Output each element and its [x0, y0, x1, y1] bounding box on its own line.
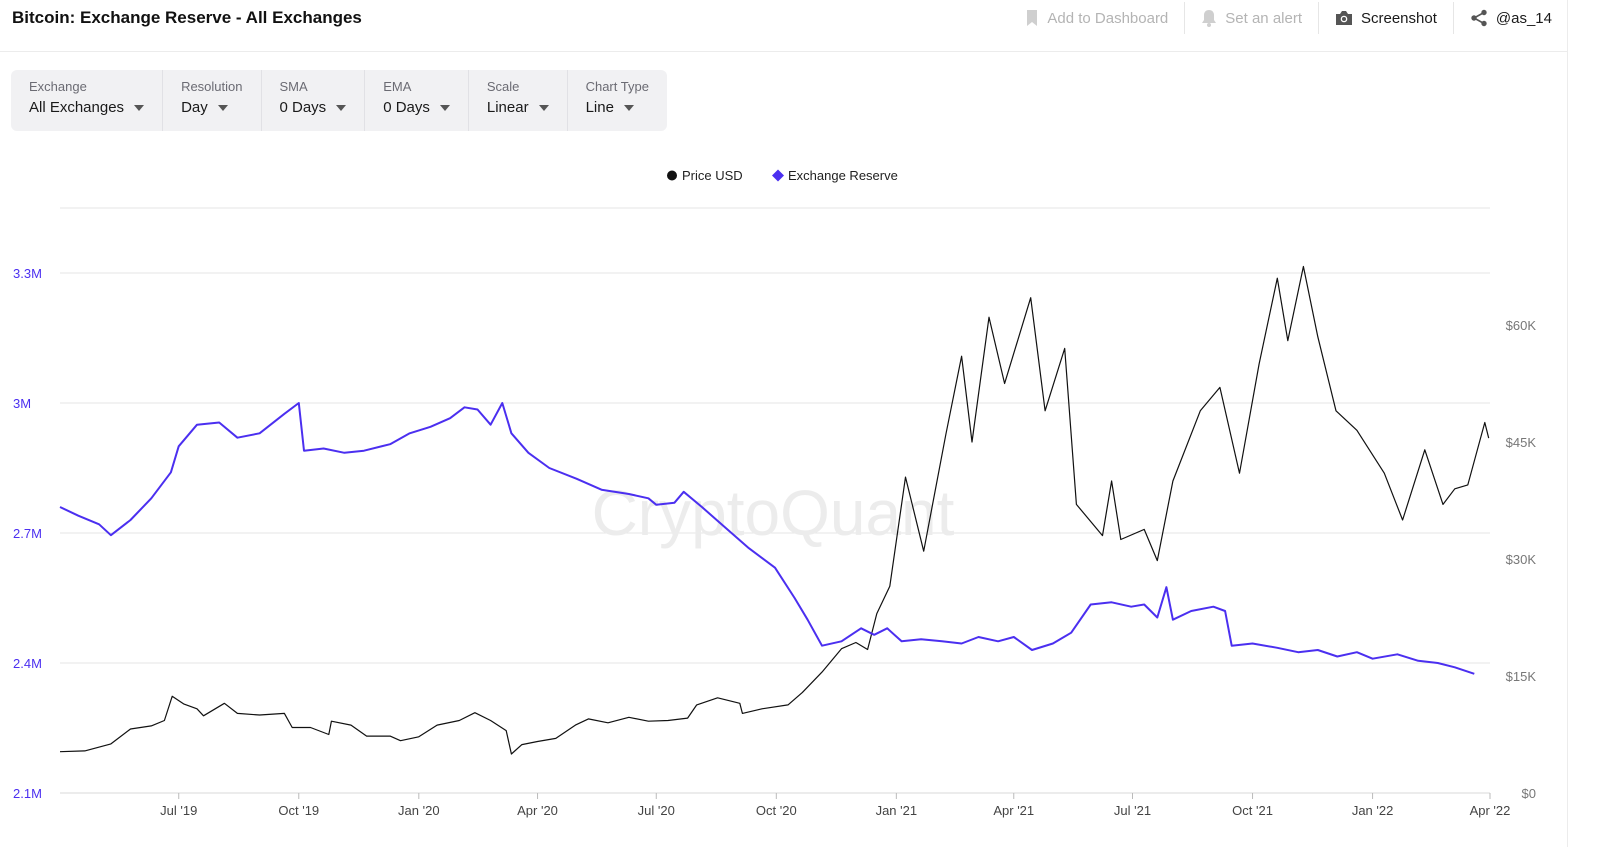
right-axis-tick-label: $60K	[1506, 318, 1537, 333]
x-axis-tick-label: Jan '22	[1352, 803, 1394, 818]
sma-label: SMA	[279, 79, 308, 94]
legend-item-reserve[interactable]: Exchange Reserve	[772, 168, 898, 183]
caret-down-icon	[336, 104, 347, 111]
legend-price-label: Price USD	[682, 168, 743, 183]
ema-label: EMA	[383, 79, 412, 94]
screenshot-button[interactable]: Screenshot	[1318, 2, 1453, 34]
set-alert-label: Set an alert	[1225, 9, 1302, 27]
screenshot-label: Screenshot	[1361, 9, 1437, 27]
user-handle: @as_14	[1495, 9, 1552, 27]
scale-select[interactable]: Scale Linear	[469, 70, 568, 131]
x-axis-tick-label: Apr '20	[517, 803, 558, 818]
chart-legend: Price USD Exchange Reserve	[667, 168, 898, 183]
x-axis-tick-label: Apr '21	[993, 803, 1034, 818]
x-axis: Jul '19 Oct '19 Jan '20 Apr '20 Jul '20 Oct '…	[60, 792, 1511, 818]
exchange-reserve-chart: CryptoQuant Price USD Exchange Reserve 2…	[13, 168, 1537, 818]
resolution-value: Day	[181, 99, 208, 116]
legend-reserve-marker	[772, 169, 784, 182]
watermark: CryptoQuant	[592, 477, 955, 549]
chart-type-select[interactable]: Chart Type Line	[568, 70, 667, 131]
header-actions: Add to Dashboard Set an alert Screenshot…	[1009, 0, 1568, 36]
left-axis-tick-label: 2.4M	[13, 656, 42, 671]
bell-icon	[1201, 9, 1217, 27]
add-to-dashboard-label: Add to Dashboard	[1047, 9, 1169, 27]
share-icon	[1470, 9, 1488, 27]
left-axis-tick-label: 3M	[13, 396, 31, 411]
x-axis-tick-label: Jul '21	[1114, 803, 1151, 818]
chart-type-label: Chart Type	[585, 79, 649, 94]
resolution-select[interactable]: Resolution Day	[163, 70, 262, 131]
right-axis-tick-label: $15K	[1506, 669, 1537, 684]
caret-down-icon	[134, 104, 145, 111]
left-axis-tick-label: 2.1M	[13, 786, 42, 801]
page-title: Bitcoin: Exchange Reserve - All Exchange…	[12, 8, 362, 27]
add-to-dashboard-button[interactable]: Add to Dashboard	[1009, 2, 1184, 34]
x-axis-tick-label: Oct '20	[756, 803, 797, 818]
ema-value: 0 Days	[383, 99, 430, 116]
left-axis: 2.1M 2.4M 2.7M 3M 3.3M	[13, 266, 42, 801]
exchange-label: Exchange	[29, 79, 87, 94]
caret-down-icon	[439, 104, 450, 111]
share-button[interactable]: @as_14	[1452, 2, 1568, 34]
right-panel-edge	[1567, 0, 1600, 847]
series-layer	[59, 265, 1490, 755]
left-axis-tick-label: 3.3M	[13, 266, 42, 281]
x-axis-tick-label: Apr '22	[1470, 803, 1511, 818]
sma-value: 0 Days	[279, 99, 327, 116]
camera-icon	[1335, 10, 1353, 26]
scale-label: Scale	[486, 79, 520, 94]
caret-down-icon	[623, 104, 634, 111]
right-axis-tick-label: $45K	[1506, 435, 1537, 450]
right-axis-tick-label: $0	[1522, 786, 1536, 801]
exchange-value: All Exchanges	[29, 99, 125, 116]
caret-down-icon	[217, 104, 228, 111]
top-bar: Bitcoin: Exchange Reserve - All Exchange…	[0, 0, 1568, 52]
exchange-select[interactable]: Exchange All Exchanges	[11, 70, 164, 131]
chart-type-value: Line	[585, 99, 614, 116]
exchange-reserve-line	[59, 402, 1475, 675]
caret-down-icon	[538, 104, 549, 111]
legend-reserve-label: Exchange Reserve	[788, 168, 898, 183]
x-axis-tick-label: Jan '21	[876, 803, 918, 818]
set-alert-button[interactable]: Set an alert	[1184, 2, 1318, 34]
legend-price-marker	[667, 170, 677, 181]
x-axis-tick-label: Jan '20	[398, 803, 440, 818]
x-axis-tick-label: Jul '19	[160, 803, 197, 818]
legend-item-price[interactable]: Price USD	[667, 168, 743, 183]
price-usd-line	[59, 265, 1490, 755]
x-axis-tick-label: Oct '19	[278, 803, 319, 818]
x-axis-tick-label: Oct '21	[1232, 803, 1273, 818]
bookmark-icon	[1025, 9, 1039, 27]
right-axis: $0 $15K $30K $45K $60K	[1506, 318, 1537, 801]
right-axis-tick-label: $30K	[1506, 552, 1537, 567]
chart-controls: Exchange All Exchanges Resolution Day SM…	[11, 70, 667, 131]
ema-select[interactable]: EMA 0 Days	[365, 70, 469, 131]
resolution-label: Resolution	[181, 79, 243, 94]
x-axis-tick-label: Jul '20	[638, 803, 675, 818]
sma-select[interactable]: SMA 0 Days	[262, 70, 366, 131]
scale-value: Linear	[486, 99, 529, 116]
left-axis-tick-label: 2.7M	[13, 526, 42, 541]
